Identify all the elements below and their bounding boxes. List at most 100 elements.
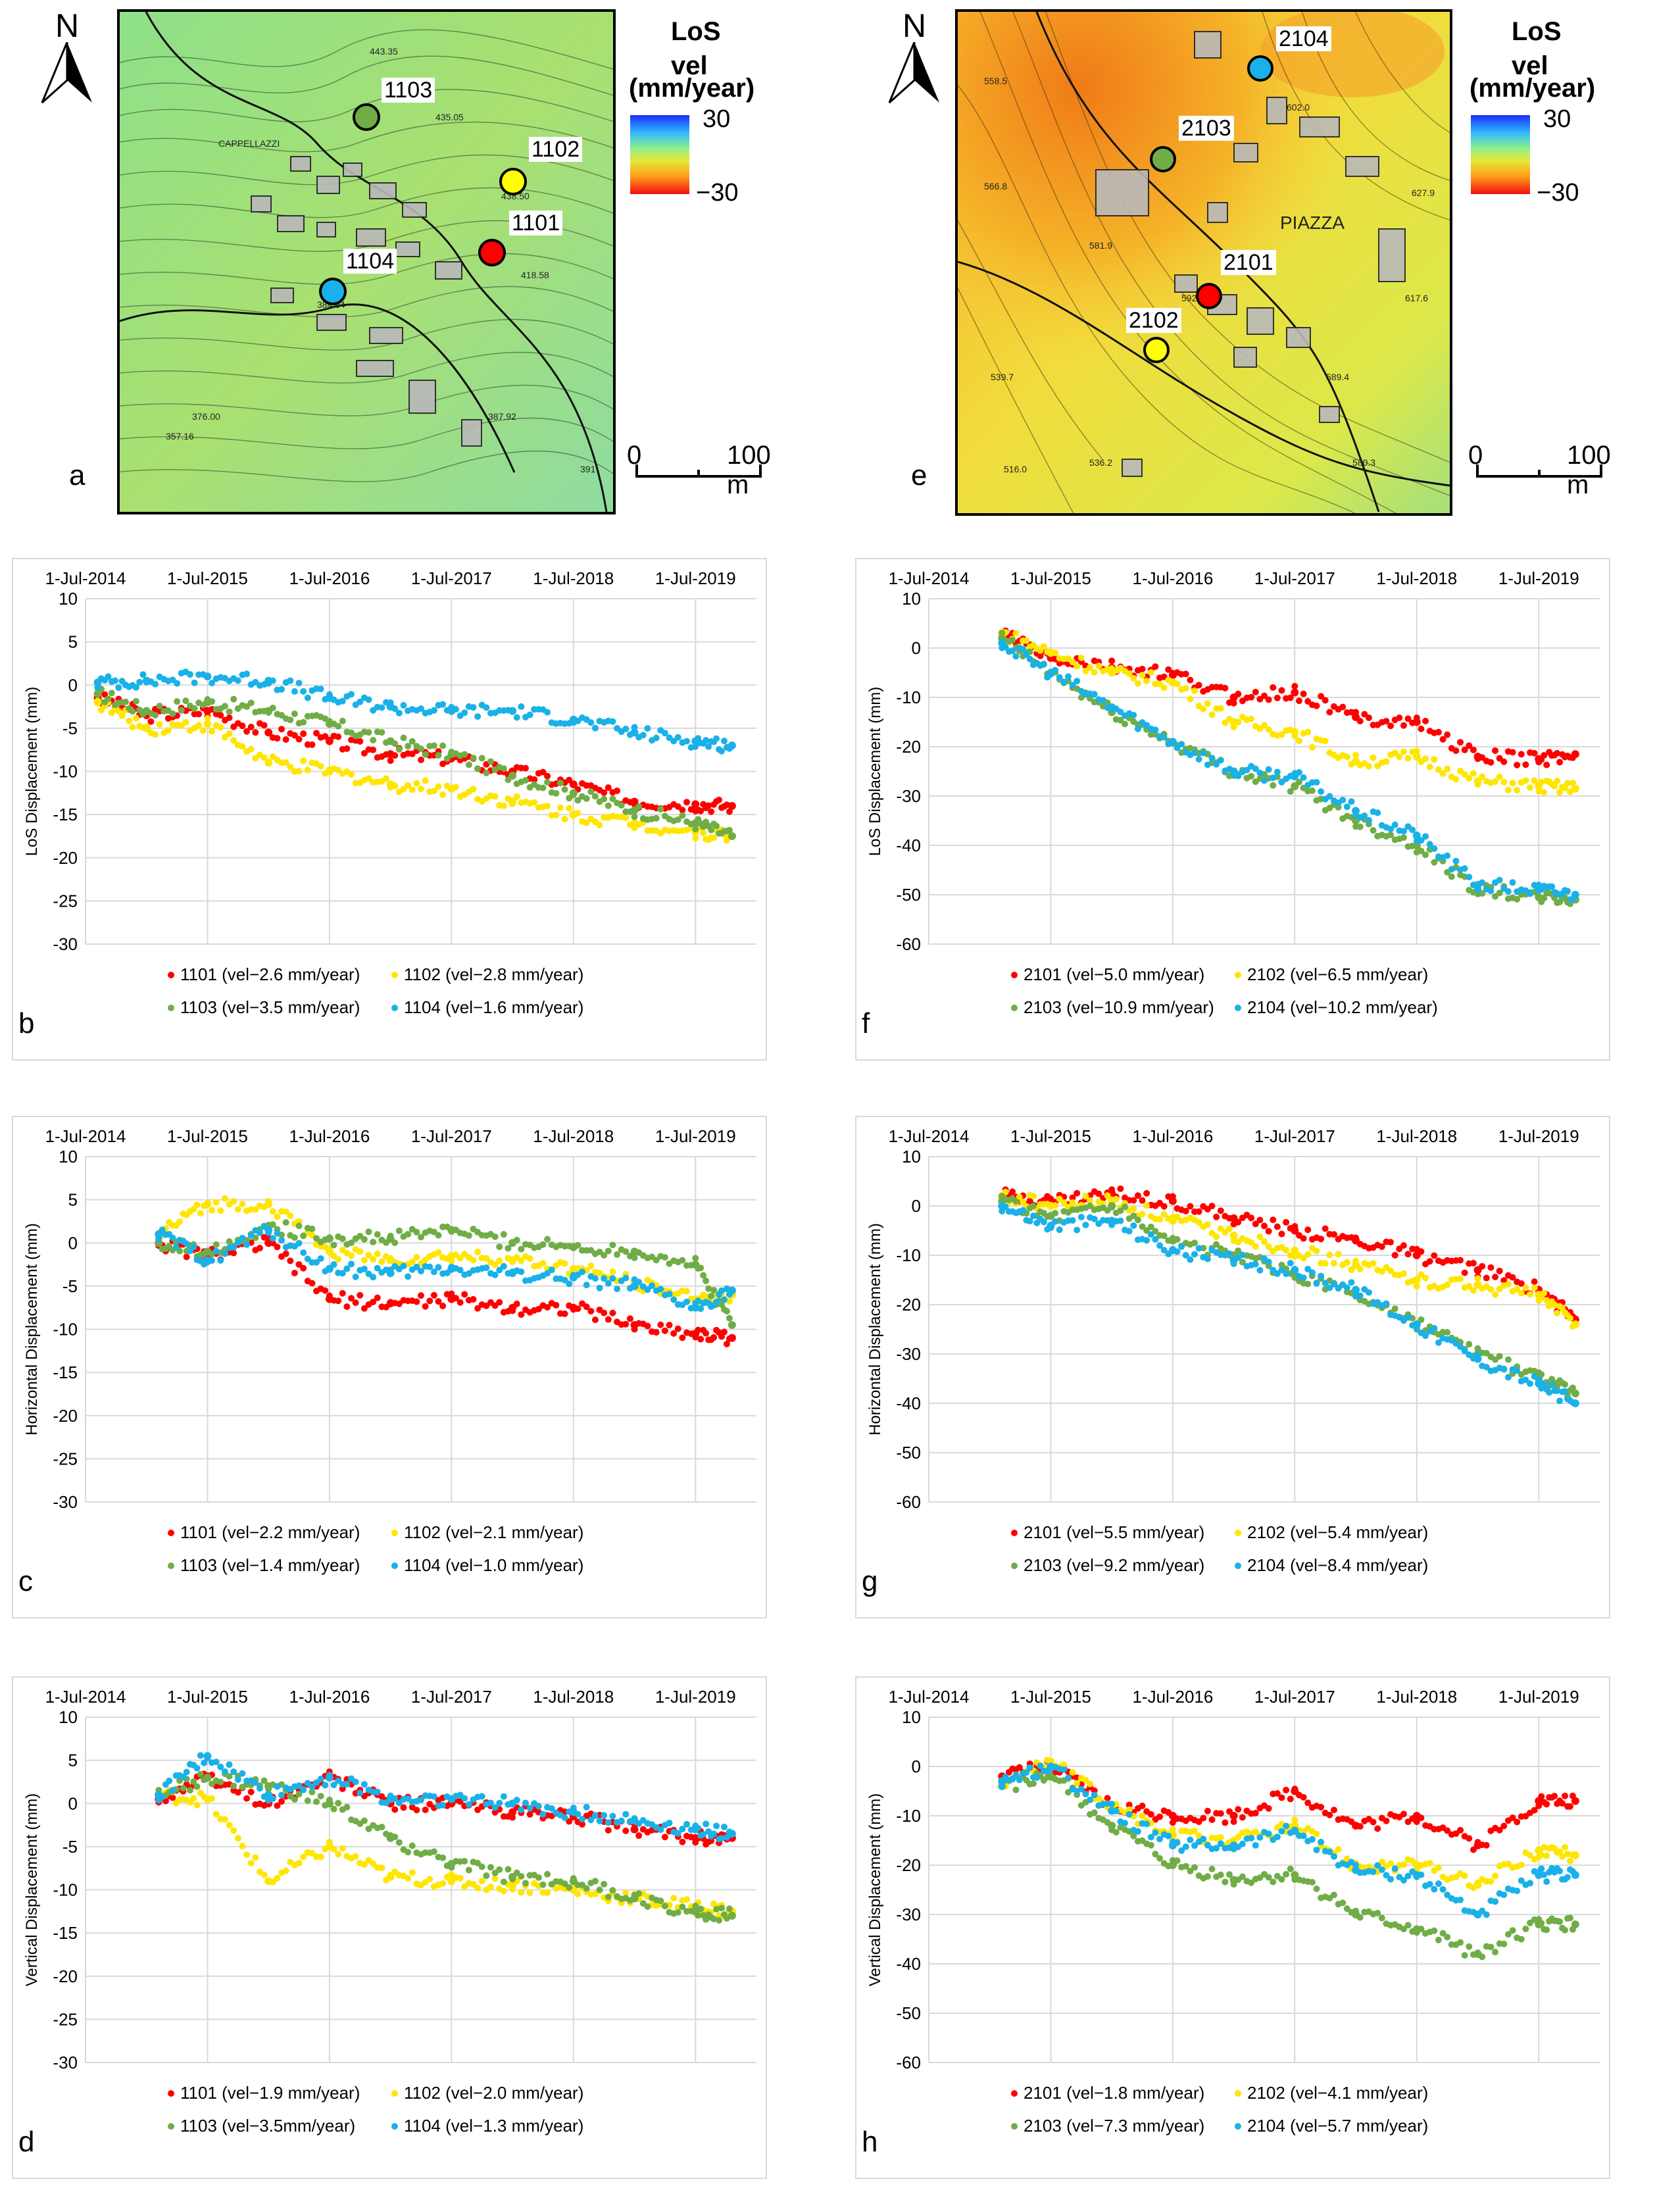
scatter-dot [274,1230,281,1237]
scatter-dot [1566,1914,1573,1922]
scatter-dot [718,1287,726,1294]
data-point [1047,1212,1055,1220]
chart-d: -30 -25 -20 -15 -10 -5 0 5 10 1-Jul-2014 1-Jul-201… [12,1676,767,2179]
scatter-dot [622,1320,630,1328]
scatter-dot [1191,1842,1198,1849]
scatter-dot [720,738,728,745]
scatter-dot [221,1816,228,1823]
scatter-dot [1117,1217,1124,1224]
y-tick-label: -25 [53,891,78,911]
scatter-dot [1016,1776,1023,1784]
scatter-dot [234,677,241,684]
scatter-dot [1169,1819,1176,1826]
scatter-dot [1543,1852,1550,1859]
scatter-dot [1273,1789,1281,1797]
scatter-dot [601,1275,608,1282]
scatter-dot [443,755,451,763]
scatter-dot [435,1249,442,1256]
scatter-dot [601,1251,608,1259]
scatter-dot [496,1299,503,1306]
scatter-dot [190,1795,197,1802]
data-point [569,780,578,789]
data-point [1108,668,1116,677]
scatter-dot [282,759,289,766]
scatter-dot [400,1804,407,1811]
scatter-dot [999,1783,1006,1790]
scatter-dot [1483,1841,1490,1849]
scatter-dot [1139,665,1146,672]
legend-label: 1101 (vel−2.2 mm/year) [180,1522,360,1542]
ps-marker-1103[interactable] [353,103,380,131]
ps-marker-1102[interactable] [499,168,527,195]
scatter-dot [1265,696,1272,703]
data-point [1047,1222,1055,1230]
svg-text:536.2: 536.2 [1089,457,1112,468]
scatter-dot [1130,675,1137,682]
ps-marker-2101[interactable] [1196,283,1222,309]
scatter-dot [1152,726,1159,734]
legend-marker [1235,1005,1241,1011]
scatter-dot [1117,709,1124,716]
scatter-dot [226,1773,233,1780]
scatter-dot [679,1334,686,1341]
data-point [1412,1861,1421,1869]
scatter-dot [1330,1260,1337,1267]
data-point [264,1782,273,1790]
scatter-dot [1204,700,1211,707]
scatter-dot [226,730,233,738]
scatter-dot [710,1287,718,1294]
scatter-dot [1300,1235,1307,1242]
map-a: CAPPELLAZZI 443.35 435.05 438.50 418.58 … [117,9,616,514]
scatter-dot [278,1798,285,1805]
scatter-dot [352,1299,359,1307]
ps-marker-1104[interactable] [319,278,347,305]
scatter-dot [470,1881,477,1888]
scatter-dot [500,1231,507,1238]
scatter-dot [609,1241,616,1249]
scatter-dot [500,765,507,772]
scatter-dot [357,1789,364,1797]
data-point [1229,1214,1238,1222]
data-point [1291,1871,1299,1879]
scatter-dot [1370,1818,1377,1826]
legend-label: 2101 (vel−1.8 mm/year) [1024,2083,1204,2103]
y-tick-label: -20 [896,1855,921,1875]
scatter-dot [1230,1818,1237,1825]
scatter-dot [112,677,119,684]
scatter-dot [212,1199,220,1206]
data-point [1571,1320,1579,1328]
scatter-dot [1261,722,1268,729]
ps-marker-1101[interactable] [478,239,506,266]
scatter-dot [247,1788,255,1795]
scatter-dot [335,733,342,740]
data-point [325,1773,334,1782]
scatter-dot [395,1300,403,1307]
north-letter: N [55,7,80,44]
scatter-dot [1273,1270,1281,1278]
x-tick-label: 1-Jul-2018 [533,1126,614,1146]
scatter-dot [601,795,608,803]
scatter-dot [1074,678,1081,685]
scatter-dot [193,1801,201,1809]
scatter-dot [1356,823,1364,830]
scatter-dot [1295,738,1302,745]
scatter-dot [1418,1316,1425,1323]
ps-marker-2104[interactable] [1247,55,1273,82]
scatter-dot [1378,1866,1385,1873]
scatter-dot [544,803,551,810]
scatter-dot [1037,652,1044,659]
scatter-dot [1278,1230,1285,1238]
scatter-dot [193,1201,201,1209]
scatter-dot [1122,720,1129,728]
ps-marker-2103[interactable] [1150,146,1176,172]
scatter-dot [295,1859,303,1866]
scatter-dot [1077,1214,1085,1221]
scatter-dot [1226,1250,1233,1257]
scatter-dot [674,1909,681,1916]
scatter-dot [352,1853,359,1860]
scatter-dot [1326,709,1333,716]
legend-marker [168,2090,174,2097]
scatter-dot [703,1330,710,1337]
svg-text:435.05: 435.05 [435,112,464,122]
ps-marker-2102[interactable] [1143,337,1170,363]
